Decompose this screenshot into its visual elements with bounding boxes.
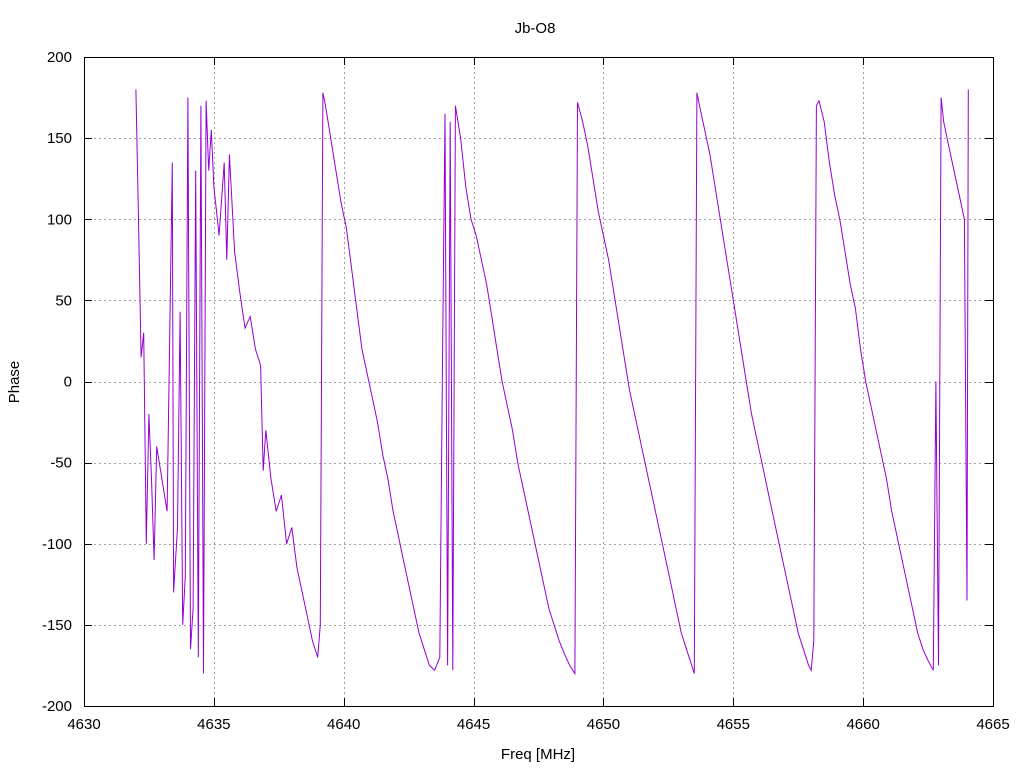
x-tick-label: 4650: [587, 716, 620, 733]
x-tick-label: 4660: [846, 716, 879, 733]
y-tick-label: -200: [42, 698, 72, 715]
y-tick-label: -150: [42, 617, 72, 634]
grid-lines: [84, 57, 993, 706]
y-tick-label: 50: [55, 292, 72, 309]
phase-series-line: [135, 89, 969, 676]
x-tick-label: 4665: [976, 716, 1009, 733]
x-tick-label: 4645: [457, 716, 490, 733]
y-tick-label: -100: [42, 536, 72, 553]
axis-ticks: 4630 4635 4640 4645 4650 4655 4660 4665 -200 -150…: [42, 49, 1010, 733]
y-tick-label: -50: [50, 455, 72, 472]
x-tick-label: 4630: [67, 716, 100, 733]
chart-title: Jb-O8: [515, 20, 556, 37]
y-tick-label: 100: [47, 211, 72, 228]
x-axis-label: Freq [MHz]: [501, 746, 575, 763]
x-tick-label: 4655: [717, 716, 750, 733]
y-axis-label: Phase: [6, 361, 23, 404]
y-tick-label: 200: [47, 49, 72, 66]
series-layer: [135, 89, 969, 676]
x-tick-label: 4640: [327, 716, 360, 733]
y-tick-label: 0: [64, 374, 72, 391]
y-tick-label: 150: [47, 130, 72, 147]
x-tick-label: 4635: [197, 716, 230, 733]
